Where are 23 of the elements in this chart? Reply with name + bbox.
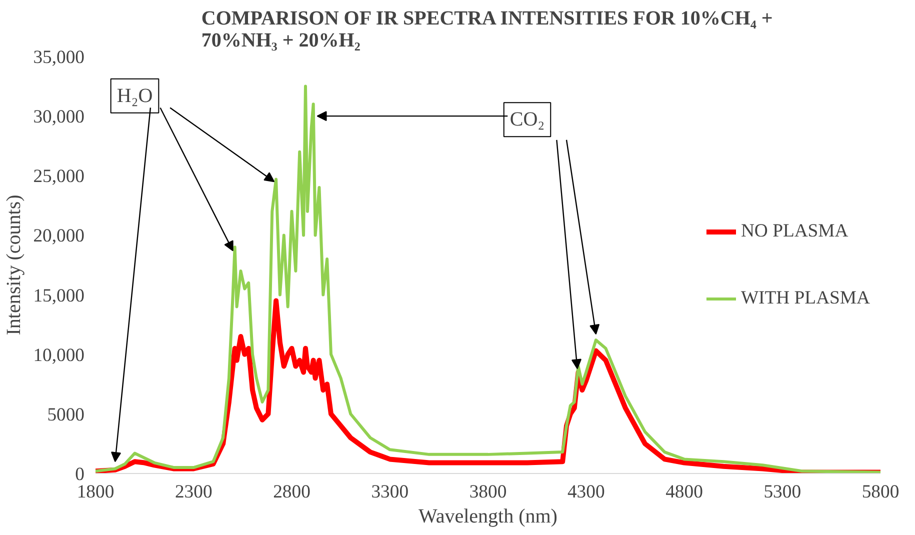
annotation: CO₂ xyxy=(510,108,545,131)
legend-label: WITH PLASMA xyxy=(740,287,870,309)
x-tick-label: 3300 xyxy=(371,482,409,502)
y-tick-label: 20,000 xyxy=(33,226,85,247)
x-tick-label: 5800 xyxy=(862,482,900,502)
x-tick-label: 2300 xyxy=(174,482,212,502)
x-tick-label: 4300 xyxy=(567,482,605,502)
y-tick-label: 25,000 xyxy=(33,166,85,188)
x-tick-label: 2800 xyxy=(273,482,310,502)
chart-title: COMPARISON OF IR SPECTRA INTENSITIES FOR 10%CH₄ + 70%NH₃ + 20%H₂ xyxy=(201,8,773,52)
line-series xyxy=(96,84,880,474)
annotation: H₂O xyxy=(116,84,153,107)
y-tick-label: 5000 xyxy=(47,404,84,426)
x-axis-title: Wavelength (nm) xyxy=(418,506,558,528)
x-tick-label: 5300 xyxy=(764,482,802,502)
y-tick-label: 15,000 xyxy=(33,285,85,306)
x-tick-label: 3800 xyxy=(469,482,507,502)
y-tick-label: 10,000 xyxy=(33,344,85,366)
x-tick-label: 4800 xyxy=(666,482,703,502)
y-tick-label: 35,000 xyxy=(33,47,85,68)
y-axis-title: Intensity (counts) xyxy=(3,194,26,336)
y-tick-label: 30,000 xyxy=(33,106,85,128)
legend-label: NO PLASMA xyxy=(740,220,848,242)
